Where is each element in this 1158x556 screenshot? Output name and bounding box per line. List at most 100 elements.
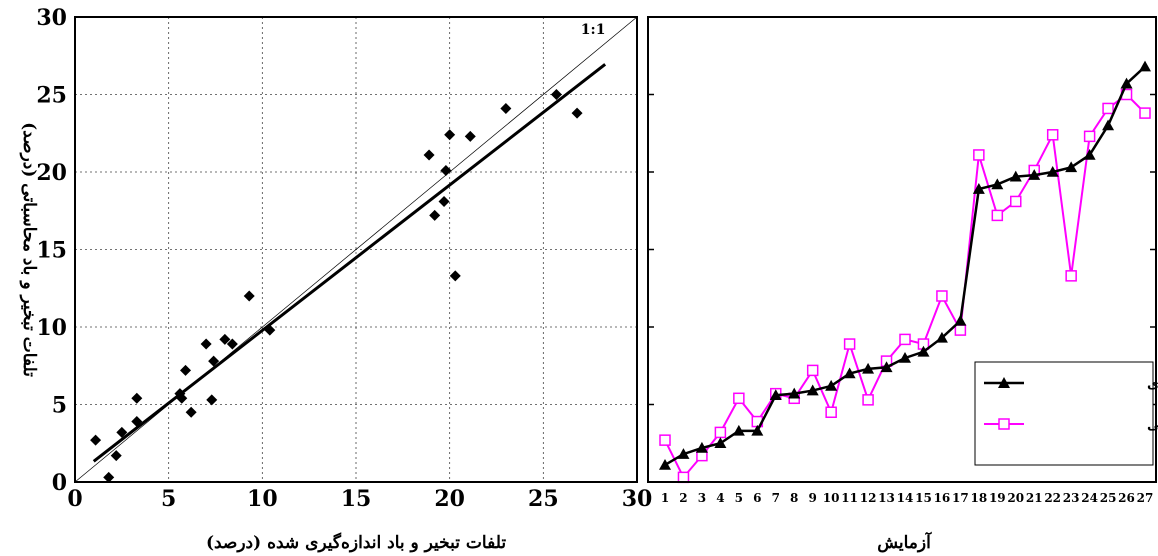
line-x-tick-label: 4 bbox=[716, 491, 724, 505]
line-x-tick-label: 3 bbox=[698, 491, 706, 505]
scatter-point bbox=[438, 195, 450, 207]
legend: مقادیر اندازه‌گیری مقادیر محاسباتی bbox=[974, 361, 1158, 466]
scatter-point bbox=[440, 164, 452, 176]
scatter-y-tick-label: 25 bbox=[36, 83, 67, 109]
measured-point bbox=[899, 352, 911, 363]
legend-entry-measured: مقادیر اندازه‌گیری bbox=[984, 376, 1158, 392]
line-panel: 1 2 3 4 5 6 7 8 9 10 11 12 13 14 15 16 17 18 19 20 21 22 23 24 2… bbox=[647, 16, 1158, 553]
measured-point bbox=[714, 437, 727, 449]
calculated-point bbox=[954, 324, 967, 336]
line-x-tick-label: 18 bbox=[970, 491, 987, 505]
scatter-points bbox=[90, 89, 583, 483]
scatter-point bbox=[110, 450, 122, 462]
line-x-tick-label: 6 bbox=[753, 491, 761, 505]
calculated-point bbox=[806, 364, 819, 377]
line-x-tick-label: 21 bbox=[1026, 491, 1043, 505]
scatter-point bbox=[185, 406, 197, 418]
calculated-point bbox=[991, 209, 1004, 222]
legend-marker-calculated bbox=[998, 418, 1010, 430]
line-x-tick-label: 11 bbox=[841, 491, 858, 505]
legend-label-calculated: مقادیر محاسباتی bbox=[1147, 418, 1158, 433]
calculated-point bbox=[677, 471, 690, 484]
scatter-x-tick-label: 15 bbox=[341, 486, 372, 512]
scatter-y-axis-title: تلفات تبخیر و باد محاسباتی (درصد) bbox=[19, 122, 39, 377]
scatter-point bbox=[200, 338, 212, 350]
calculated-point bbox=[1065, 270, 1077, 282]
measured-point bbox=[1083, 148, 1096, 160]
scatter-y-tick-label: 5 bbox=[52, 393, 67, 419]
scatter-point bbox=[90, 434, 102, 446]
measured-point bbox=[659, 458, 671, 470]
calculated-point bbox=[936, 290, 948, 302]
measured-point bbox=[1102, 119, 1115, 131]
measured-point bbox=[1028, 169, 1041, 180]
calculated-point bbox=[1010, 195, 1022, 208]
line-x-tick-label: 19 bbox=[989, 491, 1006, 505]
calculated-point bbox=[1083, 130, 1096, 143]
calculated-point bbox=[899, 333, 911, 346]
scatter-point bbox=[243, 290, 255, 302]
line-x-tick-label: 24 bbox=[1081, 491, 1098, 505]
scatter-point bbox=[226, 338, 238, 350]
scatter-point bbox=[180, 364, 192, 376]
scatter-plot-frame bbox=[74, 16, 638, 483]
scatter-x-tick-label: 10 bbox=[247, 486, 278, 512]
line-plot-frame bbox=[647, 16, 1157, 483]
scatter-point bbox=[423, 149, 435, 161]
scatter-point bbox=[103, 471, 115, 483]
line-x-tick-label: 20 bbox=[1007, 491, 1024, 505]
scatter-panel: 0 5 10 15 20 25 30 0 5 10 15 20 25 30 1:1 تلفات تبخی… bbox=[19, 5, 652, 553]
legend-marker-measured bbox=[998, 377, 1010, 388]
line-x-tick-label: 10 bbox=[823, 491, 840, 505]
line-x-tick-label: 5 bbox=[735, 491, 743, 505]
calculated-point bbox=[733, 392, 745, 405]
legend-label-measured: مقادیر اندازه‌گیری bbox=[1147, 376, 1158, 392]
measured-point bbox=[843, 367, 856, 379]
calculated-point bbox=[1102, 102, 1114, 115]
scatter-x-ticks: 0 5 10 15 20 25 30 bbox=[67, 486, 652, 512]
scatter-point bbox=[208, 355, 220, 367]
measured-point bbox=[917, 345, 930, 357]
scatter-point bbox=[464, 130, 476, 142]
measured-point bbox=[806, 384, 819, 396]
measured-point bbox=[935, 331, 948, 343]
scatter-y-tick-label: 20 bbox=[36, 160, 67, 186]
legend-box bbox=[974, 361, 1154, 466]
line-x-ticks: 1 2 3 4 5 6 7 8 9 10 11 12 13 14 15 16 17 18 19 20 21 22 23 24 2… bbox=[661, 491, 1154, 505]
line-x-tick-label: 8 bbox=[790, 491, 798, 505]
line-x-tick-label: 1 bbox=[661, 491, 669, 505]
measured-point bbox=[732, 424, 745, 436]
scatter-x-tick-label: 25 bbox=[528, 486, 559, 512]
measured-point bbox=[677, 448, 690, 459]
measured-point bbox=[954, 314, 967, 326]
scatter-point bbox=[176, 392, 188, 404]
scatter-point bbox=[131, 392, 143, 404]
scatter-y-tick-label: 15 bbox=[36, 238, 67, 264]
line-x-tick-label: 9 bbox=[809, 491, 817, 505]
measured-point bbox=[880, 361, 893, 373]
line-x-tick-label: 15 bbox=[915, 491, 932, 505]
line-series-group bbox=[659, 60, 1151, 484]
calculated-point bbox=[659, 434, 671, 446]
scatter-point bbox=[264, 324, 276, 336]
calculated-point bbox=[1046, 129, 1059, 141]
line-x-tick-label: 25 bbox=[1100, 491, 1117, 505]
measured-point bbox=[751, 424, 764, 436]
identity-line-label: 1:1 bbox=[581, 22, 606, 38]
calculated-point bbox=[973, 149, 985, 161]
measured-point bbox=[825, 379, 838, 391]
scatter-point bbox=[429, 209, 441, 221]
scatter-x-tick-label: 20 bbox=[434, 486, 465, 512]
measured-point bbox=[1046, 166, 1059, 177]
line-x-tick-label: 12 bbox=[860, 491, 877, 505]
scatter-x-tick-label: 5 bbox=[161, 486, 176, 512]
measured-point bbox=[769, 389, 782, 400]
scatter-y-tick-label: 0 bbox=[52, 470, 67, 496]
scatter-x-tick-label: 0 bbox=[67, 486, 82, 512]
scatter-point bbox=[131, 416, 143, 428]
scatter-point bbox=[444, 129, 456, 141]
measured-point bbox=[1065, 161, 1078, 173]
line-x-tick-label: 14 bbox=[897, 491, 914, 505]
line-x-tick-label: 16 bbox=[934, 491, 951, 505]
